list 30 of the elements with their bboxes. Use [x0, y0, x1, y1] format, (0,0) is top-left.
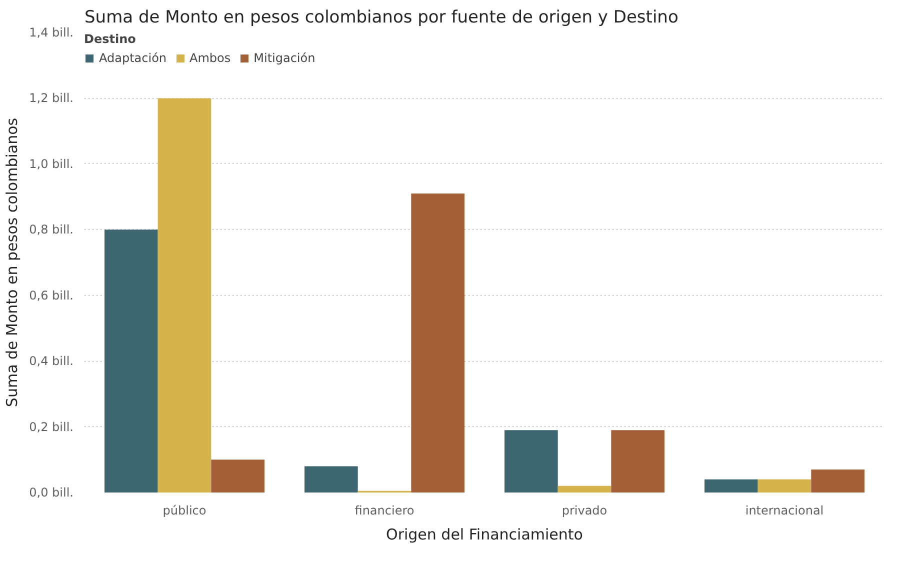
y-tick-label: 0,6 bill. [29, 288, 74, 302]
x-tick-label: financiero [354, 504, 414, 518]
y-tick-label: 0,8 bill. [29, 222, 74, 237]
y-tick-label: 1,4 bill. [29, 26, 74, 40]
bar [504, 430, 558, 492]
y-tick-label: 0,4 bill. [29, 354, 74, 368]
x-tick-label: público [162, 504, 206, 518]
y-tick-label: 0,2 bill. [29, 420, 74, 434]
bar [211, 460, 264, 492]
x-tick-label: internacional [745, 504, 824, 518]
bar [411, 194, 464, 492]
bar [811, 470, 864, 492]
bar [611, 430, 664, 492]
legend-title: Destino [84, 32, 137, 46]
y-axis-title: Suma de Monto en pesos colombianos [3, 118, 22, 408]
y-tick-label: 0,0 bill. [29, 486, 74, 500]
x-axis-title: Origen del Financiamiento [386, 526, 583, 544]
y-tick-label: 1,2 bill. [29, 91, 74, 106]
bar [304, 466, 358, 492]
legend-label: Adaptación [99, 51, 167, 65]
x-tick-label: privado [562, 504, 608, 518]
y-tick-label: 1,0 bill. [29, 156, 74, 171]
bar [704, 479, 758, 492]
legend-label: Ambos [190, 51, 231, 65]
chart-title: Suma de Monto en pesos colombianos por fuente de origen y Destino [84, 8, 678, 28]
bar [758, 479, 812, 492]
bar [104, 230, 158, 492]
legend-label: Mitigación [254, 51, 316, 65]
bar [558, 486, 612, 492]
bar [158, 98, 212, 492]
